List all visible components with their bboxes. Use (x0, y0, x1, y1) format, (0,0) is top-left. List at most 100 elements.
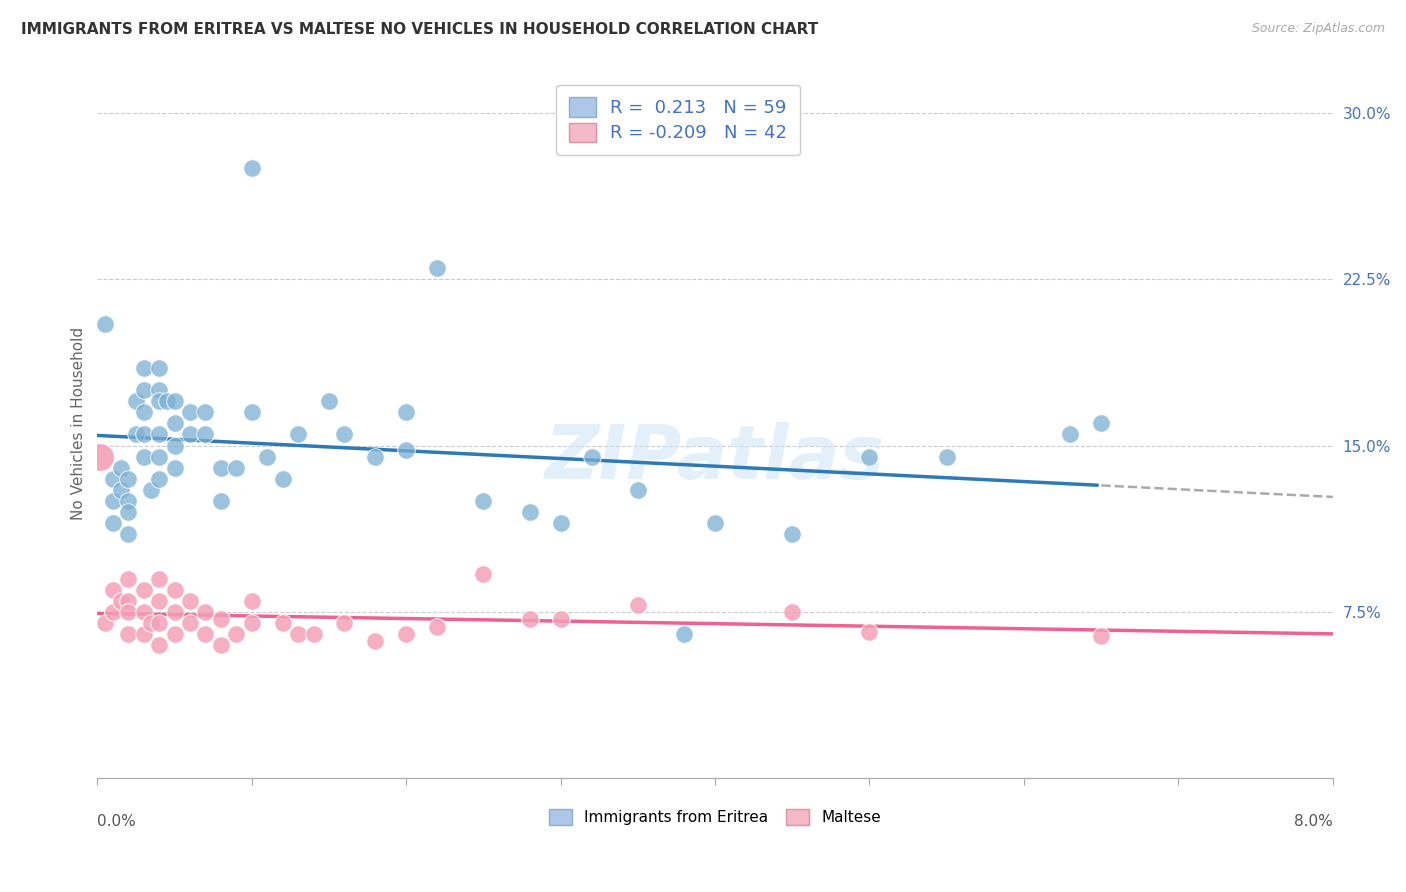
Point (550, 611, 572, 625)
Point (1090, 629, 1112, 643)
Point (395, 405, 418, 419)
Point (395, 627, 418, 641)
Point (194, 427, 217, 442)
Point (426, 620, 449, 634)
Point (302, 627, 325, 641)
Point (94, 615, 117, 630)
Point (364, 633, 387, 648)
Point (101, 472, 124, 486)
Point (132, 582, 155, 597)
Point (125, 427, 148, 442)
Point (179, 405, 201, 419)
Point (101, 582, 124, 597)
Point (179, 427, 201, 442)
Point (225, 627, 247, 641)
Point (132, 360, 155, 375)
Point (141, 483, 163, 497)
Point (519, 611, 541, 625)
Point (148, 615, 170, 630)
Point (704, 516, 727, 531)
Point (256, 450, 278, 464)
Point (194, 405, 217, 419)
Point (780, 605, 803, 619)
Point (271, 472, 294, 486)
Point (240, 161, 263, 176)
Point (395, 442, 418, 457)
Point (110, 460, 132, 475)
Point (117, 494, 139, 508)
Text: 0.0%: 0.0% (97, 814, 136, 829)
Point (318, 394, 340, 409)
Point (132, 627, 155, 641)
Point (858, 624, 880, 639)
Point (209, 460, 232, 475)
Point (333, 615, 356, 630)
Point (163, 438, 186, 452)
Point (163, 582, 186, 597)
Point (125, 394, 148, 409)
Point (209, 611, 232, 625)
Point (627, 483, 650, 497)
Point (110, 483, 132, 497)
Point (117, 505, 139, 519)
Point (858, 450, 880, 464)
Text: Source: ZipAtlas.com: Source: ZipAtlas.com (1251, 22, 1385, 36)
Point (117, 527, 139, 541)
Point (472, 494, 495, 508)
Point (581, 450, 603, 464)
Point (148, 638, 170, 652)
Point (148, 394, 170, 409)
Point (148, 427, 170, 442)
Text: IMMIGRANTS FROM ERITREA VS MALTESE NO VEHICLES IN HOUSEHOLD CORRELATION CHART: IMMIGRANTS FROM ERITREA VS MALTESE NO VE… (21, 22, 818, 37)
Point (148, 594, 170, 608)
Point (240, 405, 263, 419)
Point (426, 261, 449, 276)
Point (117, 594, 139, 608)
Point (163, 460, 186, 475)
Point (117, 572, 139, 586)
Point (156, 394, 179, 409)
Point (364, 450, 387, 464)
Point (132, 383, 155, 397)
Point (935, 450, 957, 464)
Point (94, 317, 117, 331)
Point (89, 450, 111, 464)
Point (179, 594, 201, 608)
Point (287, 627, 309, 641)
Point (194, 627, 217, 641)
Point (209, 638, 232, 652)
Point (117, 605, 139, 619)
Text: 8.0%: 8.0% (1294, 814, 1333, 829)
Point (333, 427, 356, 442)
Point (110, 594, 132, 608)
Point (117, 472, 139, 486)
Legend: Immigrants from Eritrea, Maltese: Immigrants from Eritrea, Maltese (540, 799, 890, 834)
Point (780, 527, 803, 541)
Point (1059, 427, 1081, 442)
Point (240, 615, 263, 630)
Point (163, 417, 186, 431)
Point (209, 494, 232, 508)
Point (673, 627, 696, 641)
Point (163, 627, 186, 641)
Point (148, 472, 170, 486)
Point (472, 567, 495, 582)
Point (148, 383, 170, 397)
Point (132, 605, 155, 619)
Point (101, 605, 124, 619)
Point (132, 450, 155, 464)
Point (225, 460, 247, 475)
Point (163, 605, 186, 619)
Point (271, 615, 294, 630)
Point (101, 516, 124, 531)
Point (240, 594, 263, 608)
Point (148, 360, 170, 375)
Point (179, 615, 201, 630)
Point (132, 405, 155, 419)
Point (194, 605, 217, 619)
Text: ZIPatlas: ZIPatlas (546, 422, 884, 495)
Point (627, 599, 650, 613)
Point (163, 394, 186, 409)
Y-axis label: No Vehicles in Household: No Vehicles in Household (72, 326, 86, 520)
Point (1090, 417, 1112, 431)
